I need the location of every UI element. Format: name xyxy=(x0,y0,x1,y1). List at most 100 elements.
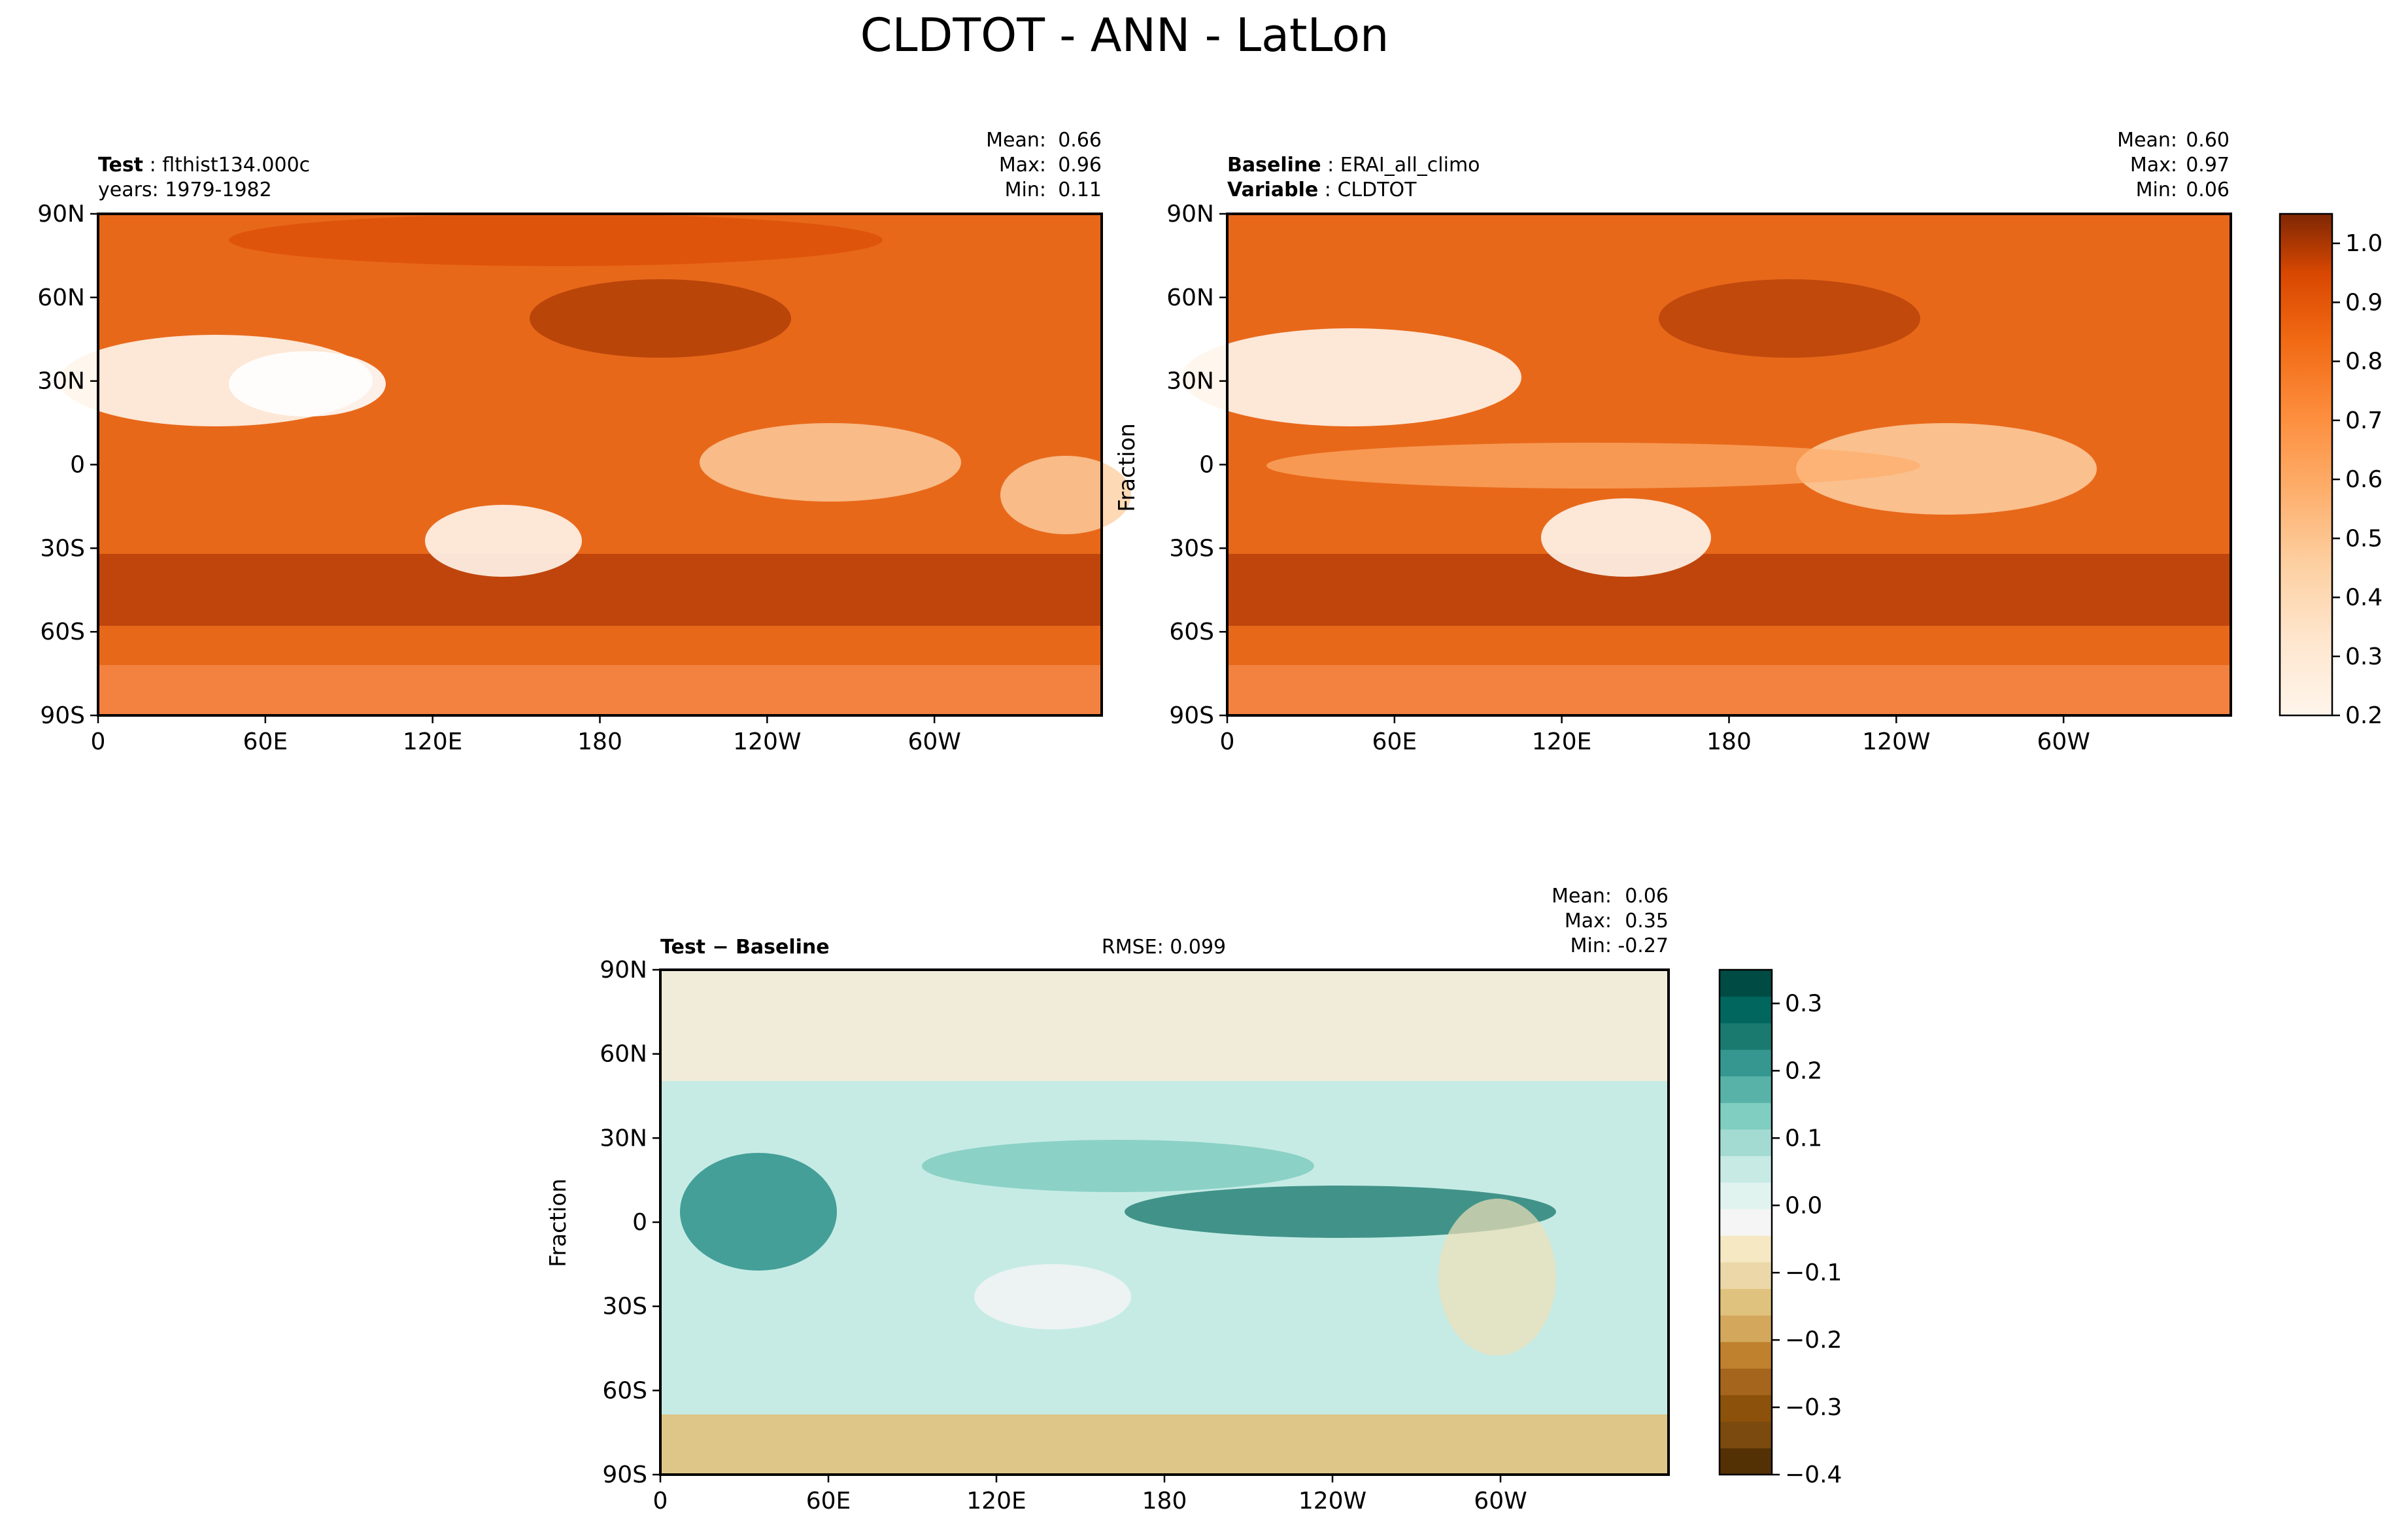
diff-xtick-label: 60W xyxy=(1474,1488,1527,1514)
diff-xtick-label: 0 xyxy=(653,1488,668,1514)
baseline-stat-max-value: 0.97 xyxy=(2186,154,2230,177)
baseline-xtick-label: 60W xyxy=(2037,728,2090,755)
test-map-npac-cloud xyxy=(530,279,791,358)
diff-ytick-label: 60N xyxy=(600,1041,647,1068)
baseline-colorbar-ticks: 1.0 0.9 0.8 0.7 0.6 0.5 0.4 0.3 0.2 xyxy=(2332,230,2383,729)
baseline-ylabel: Fraction xyxy=(1114,423,1140,512)
baseline-map-npac-cloud xyxy=(1659,279,1920,358)
baseline-stat-mean-label: Mean: xyxy=(2117,129,2177,152)
test-ytick-label: 60N xyxy=(37,284,85,311)
diff-colorbar-band xyxy=(1720,1103,1772,1130)
diff-colorbar-band xyxy=(1720,1235,1772,1263)
baseline-colorbar-tick-label: 0.9 xyxy=(2345,289,2383,316)
baseline-ytick-label: 30N xyxy=(1166,368,1214,395)
test-ytick-label: 90N xyxy=(37,201,85,228)
diff-colorbar-tick-label: −0.1 xyxy=(1785,1259,1842,1286)
diff-ytick-label: 0 xyxy=(632,1209,647,1236)
baseline-ytick-label: 60S xyxy=(1169,619,1214,645)
test-map-antarctic xyxy=(98,665,1102,715)
diff-colorbar-band xyxy=(1720,1129,1772,1156)
test-ytick-label: 60S xyxy=(40,619,85,645)
test-xtick-label: 60W xyxy=(907,728,960,755)
test-xtick-label: 120E xyxy=(403,728,462,755)
test-header-line1: Test : flthist134.000c xyxy=(98,154,310,177)
diff-colorbar-band xyxy=(1720,1421,1772,1448)
diff-colorbar-tick-label: 0.0 xyxy=(1785,1192,1822,1219)
baseline-colorbar-fill xyxy=(2280,214,2332,715)
baseline-ytick-label: 30S xyxy=(1169,535,1214,562)
baseline-colorbar: 1.0 0.9 0.8 0.7 0.6 0.5 0.4 0.3 0.2 xyxy=(2279,213,2383,729)
test-map-arctic-cloud xyxy=(229,214,883,266)
baseline-colorbar-tick-label: 0.5 xyxy=(2345,525,2383,552)
baseline-colorbar-tick-label: 1.0 xyxy=(2345,230,2383,257)
diff-colorbar-band xyxy=(1720,1182,1772,1210)
baseline-xtick-label: 60E xyxy=(1372,728,1417,755)
diff-colorbar-band xyxy=(1720,1023,1772,1050)
baseline-xtick-label: 120W xyxy=(1862,728,1930,755)
diff-map-antarctic-neg xyxy=(660,1414,1669,1475)
baseline-ytick-label: 60N xyxy=(1166,284,1214,311)
diff-colorbar-band xyxy=(1720,1448,1772,1475)
baseline-stat-min-label: Min: xyxy=(2136,179,2177,201)
baseline-colorbar-tick-label: 0.7 xyxy=(2345,407,2383,434)
baseline-colorbar-tick-label: 0.2 xyxy=(2345,702,2383,729)
diff-xtick-label: 120E xyxy=(966,1488,1026,1514)
diff-stat-mean-label: Mean: xyxy=(1552,885,1612,908)
diff-stat-min-label: Min: xyxy=(1570,934,1612,957)
test-stat-mean-value: 0.66 xyxy=(1058,129,1102,152)
diff-colorbar: 0.3 0.2 0.1 0.0 −0.1 −0.2 −0.3 −0.4 xyxy=(1718,968,1842,1488)
diff-colorbar-bands xyxy=(1720,970,1772,1475)
diff-stat-min-value: -0.27 xyxy=(1618,934,1669,957)
baseline-xtick-label: 180 xyxy=(1706,728,1752,755)
diff-xtick-label: 180 xyxy=(1142,1488,1187,1514)
diff-ytick-label: 30S xyxy=(602,1293,647,1320)
diff-stat-max-value: 0.35 xyxy=(1625,910,1669,933)
diff-map-africa-pos xyxy=(680,1153,837,1271)
baseline-header-line2: Variable : CLDTOT xyxy=(1227,179,1417,201)
test-map-sahara-clear xyxy=(229,351,386,417)
baseline-map-southern-band xyxy=(1227,554,2231,626)
test-map xyxy=(59,214,1131,715)
diff-map-australia-neutral xyxy=(974,1264,1131,1329)
test-stat-max-label: Max: xyxy=(999,154,1046,177)
diff-map-arctic-neutral xyxy=(660,970,1669,1081)
baseline-ytick-label: 90N xyxy=(1166,201,1214,228)
diff-colorbar-band xyxy=(1720,1208,1772,1236)
baseline-ytick-label: 0 xyxy=(1199,452,1214,479)
test-xtick-label: 60E xyxy=(243,728,288,755)
test-ytick-label: 30S xyxy=(40,535,85,562)
baseline-stat-max-label: Max: xyxy=(2130,154,2177,177)
diff-colorbar-band xyxy=(1720,1076,1772,1103)
test-xtick-label: 180 xyxy=(577,728,622,755)
test-ytick-label: 30N xyxy=(37,368,85,395)
panel-test: Test : flthist134.000c years: 1979-1982 … xyxy=(59,129,1131,715)
test-map-seatl-clear xyxy=(1000,456,1131,534)
diff-colorbar-tick-label: −0.2 xyxy=(1785,1327,1842,1354)
baseline-stat-min-value: 0.06 xyxy=(2186,179,2230,201)
diff-colorbar-tick-label: 0.2 xyxy=(1785,1057,1822,1084)
diff-colorbar-band xyxy=(1720,1261,1772,1290)
test-stat-min-label: Min: xyxy=(1005,179,1046,201)
test-xtick-label: 0 xyxy=(91,728,106,755)
diff-ytick-label: 90N xyxy=(600,957,647,984)
diff-stat-max-label: Max: xyxy=(1565,910,1612,933)
diff-colorbar-tick-label: 0.1 xyxy=(1785,1125,1822,1152)
diff-colorbar-ticks: 0.3 0.2 0.1 0.0 −0.1 −0.2 −0.3 −0.4 xyxy=(1772,990,1842,1488)
baseline-colorbar-frame xyxy=(2279,213,2333,717)
baseline-xtick-label: 0 xyxy=(1220,728,1235,755)
test-map-southern-band xyxy=(98,554,1102,626)
baseline-map-antarctic xyxy=(1227,665,2231,715)
diff-colorbar-band xyxy=(1720,970,1772,997)
baseline-stat-mean-value: 0.60 xyxy=(2186,129,2230,152)
test-ytick-label: 0 xyxy=(70,452,85,479)
diff-map-pacific-pos xyxy=(1125,1186,1556,1238)
diff-map-npac-pos xyxy=(922,1140,1314,1192)
test-stat-mean-label: Mean: xyxy=(986,129,1046,152)
baseline-map xyxy=(1181,214,2231,715)
diff-colorbar-band xyxy=(1720,1288,1772,1316)
diff-ytick-label: 90S xyxy=(602,1462,647,1488)
diff-colorbar-tick-label: −0.4 xyxy=(1785,1462,1842,1488)
diff-xtick-label: 120W xyxy=(1298,1488,1366,1514)
baseline-colorbar-tick-label: 0.3 xyxy=(2345,643,2383,670)
